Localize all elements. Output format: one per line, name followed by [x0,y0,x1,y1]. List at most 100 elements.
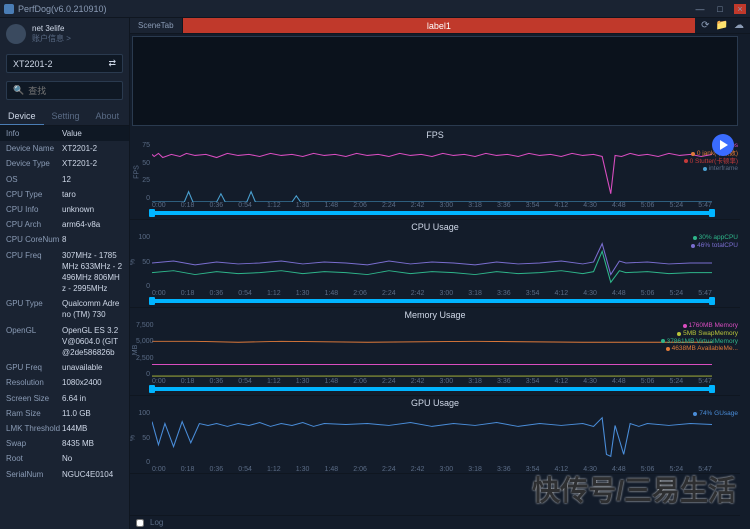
info-key: Root [6,453,62,464]
chart-legend: 30% appCPU46% totalCPU [691,234,738,250]
info-value: XT2201-2 [62,143,123,154]
info-row: Ram Size11.0 GB [0,406,129,421]
scrubber[interactable] [152,299,712,303]
x-axis: 0:000:180:360:541:121:301:482:062:242:42… [130,290,740,297]
user-sub: 账户信息 > [32,34,71,44]
info-value: 1080x2400 [62,377,123,388]
avatar-icon [6,24,26,44]
info-header-key: Info [6,128,62,139]
play-button[interactable] [712,134,734,156]
info-key: Swap [6,438,62,449]
y-ticks: 7,5005,0002,5000 [136,322,150,378]
y-ticks: 100500 [136,234,150,290]
info-key: Device Name [6,143,62,154]
info-row: CPU Typetaro [0,187,129,202]
close-button[interactable]: × [734,4,746,14]
info-row: GPU Frequnavailable [0,360,129,375]
scene-label[interactable]: label1 [183,18,696,33]
info-key: OpenGL [6,325,62,359]
chart-title: FPS [130,128,740,142]
chart-title: CPU Usage [130,220,740,234]
window-title: PerfDog(v6.0.210910) [18,4,694,14]
minimize-button[interactable]: — [694,4,706,14]
info-key: Resolution [6,377,62,388]
info-row: CPU Freq307MHz - 1785MHz 633MHz - 2496MH… [0,248,129,297]
y-ticks: 7550250 [136,142,150,202]
info-value: 307MHz - 1785MHz 633MHz - 2496MHz 806MHz… [62,250,123,295]
scrubber[interactable] [152,387,712,391]
info-row: Device TypeXT2201-2 [0,156,129,171]
info-key: CPU Freq [6,250,62,295]
info-row: SerialNumNGUC4E0104 [0,467,129,482]
search-input[interactable] [28,86,145,96]
chart-title: Memory Usage [130,308,740,322]
chart-title: GPU Usage [130,396,740,410]
search-icon: 🔍 [13,85,24,96]
info-row: RootNo [0,451,129,466]
tab-setting[interactable]: Setting [44,108,88,125]
maximize-button[interactable]: □ [714,4,726,14]
info-table: Info Value Device NameXT2201-2Device Typ… [0,126,129,529]
chart-legend: 74% GUsage [693,410,738,418]
search-box[interactable]: 🔍 [6,81,123,100]
info-row: Screen Size6.64 in [0,391,129,406]
info-row: CPU Infounknown [0,202,129,217]
info-value: taro [62,189,123,200]
refresh-icon[interactable]: ⟳ [701,20,709,31]
info-value: XT2201-2 [62,158,123,169]
chart-memory: Memory UsageMB7,5005,0002,50001760MB Mem… [130,308,740,396]
info-key: OS [6,174,62,185]
info-key: CPU Arch [6,219,62,230]
info-value: unavailable [62,362,123,373]
info-row: OS12 [0,172,129,187]
info-key: GPU Type [6,298,62,320]
info-key: GPU Freq [6,362,62,373]
info-key: CPU Info [6,204,62,215]
info-value: 8 [62,234,123,245]
chart-fps: FPSFPS755025061 fps0 jank(卡顿数)0 Stutter(… [130,128,740,220]
log-checkbox[interactable] [136,519,144,527]
chart-cpu: CPU Usage%10050030% appCPU46% totalCPU 0:… [130,220,740,308]
chevron-down-icon: ⇄ [108,58,116,69]
user-box[interactable]: net 3elife 账户信息 > [0,18,129,50]
x-axis: 0:000:180:360:541:121:301:482:062:242:42… [130,466,740,473]
device-select[interactable]: XT2201-2 ⇄ [6,54,123,73]
tab-about[interactable]: About [88,108,128,125]
app-logo-icon [4,4,14,14]
chart-plot[interactable]: FPS7550250 [130,142,740,202]
info-row: GPU TypeQualcomm Adreno (TM) 730 [0,296,129,322]
scene-tab[interactable]: SceneTab [130,18,183,33]
folder-icon[interactable]: 📁 [716,20,728,31]
footer-bar: Log [130,515,740,529]
titlebar: PerfDog(v6.0.210910) — □ × [0,0,750,18]
info-key: SerialNum [6,469,62,480]
chart-legend: 1760MB Memory5MB SwapMemory37861MB Virtu… [661,322,738,353]
tab-device[interactable]: Device [0,108,44,125]
sidebar: net 3elife 账户信息 > XT2201-2 ⇄ 🔍 Device Se… [0,18,130,529]
chart-plot[interactable]: %100500 [130,410,740,466]
info-value: OpenGL ES 3.2 V@0604.0 (GIT@2de586826b [62,325,123,359]
info-row: CPU CoreNum8 [0,232,129,247]
info-value: 12 [62,174,123,185]
chart-plot[interactable]: MB7,5005,0002,5000 [130,322,740,378]
cloud-icon[interactable]: ☁ [734,20,744,31]
info-row: LMK Threshold144MB [0,421,129,436]
content-area: SceneTab label1 ⟳ 📁 ☁ FPSFPS755025061 fp… [130,18,750,529]
right-gutter [740,34,750,529]
info-row: CPU Archarm64-v8a [0,217,129,232]
chart-plot[interactable]: %100500 [130,234,740,290]
x-axis: 0:000:180:360:541:121:301:482:062:242:42… [130,202,740,209]
info-value: unknown [62,204,123,215]
info-row: OpenGLOpenGL ES 3.2 V@0604.0 (GIT@2de586… [0,323,129,361]
info-key: CPU Type [6,189,62,200]
charts-panel: FPSFPS755025061 fps0 jank(卡顿数)0 Stutter(… [130,128,740,515]
info-value: 144MB [62,423,123,434]
info-key: Ram Size [6,408,62,419]
x-axis: 0:000:180:360:541:121:301:482:062:242:42… [130,378,740,385]
scrubber[interactable] [152,211,712,215]
preview-panel [132,36,738,126]
info-key: CPU CoreNum [6,234,62,245]
y-ticks: 100500 [136,410,150,466]
info-row: Swap8435 MB [0,436,129,451]
info-header-val: Value [62,128,123,139]
